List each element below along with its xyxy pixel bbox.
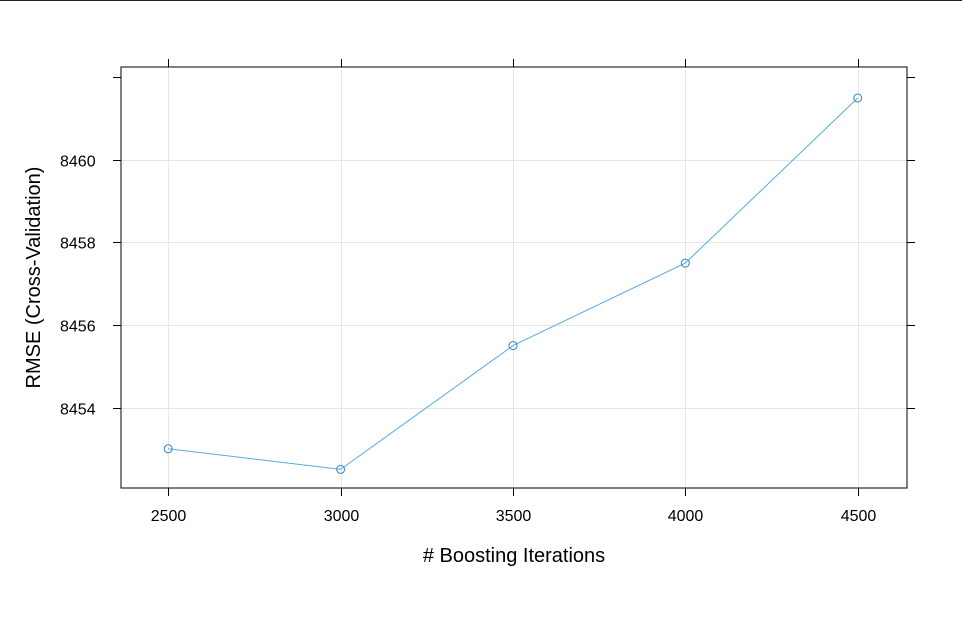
data-point: [508, 341, 518, 351]
x-axis: 2500 3000 3500 4000 4500: [151, 59, 877, 525]
data-point: [163, 444, 173, 454]
series-layer: [163, 93, 863, 474]
data-point: [853, 93, 863, 103]
y-tick-label: 8460: [60, 154, 96, 171]
data-point: [680, 258, 690, 268]
y-tick-label: 8454: [60, 402, 96, 419]
y-axis-title: RMSE (Cross-Validation): [23, 167, 45, 389]
x-tick-label: 2500: [151, 508, 187, 525]
x-tick-label: 3000: [324, 508, 360, 525]
grid-layer: [121, 67, 907, 488]
x-tick-label: 4000: [668, 508, 704, 525]
y-tick-label: 8456: [60, 319, 96, 336]
series-line: [168, 97, 859, 470]
data-point: [336, 464, 346, 474]
y-tick-label: 8458: [60, 236, 96, 253]
x-axis-title: # Boosting Iterations: [423, 545, 605, 567]
x-tick-label: 4500: [841, 508, 877, 525]
x-tick-label: 3500: [496, 508, 532, 525]
top-border-line: [0, 0, 962, 1]
y-axis: 8454 8456 8458 8460: [60, 77, 915, 419]
